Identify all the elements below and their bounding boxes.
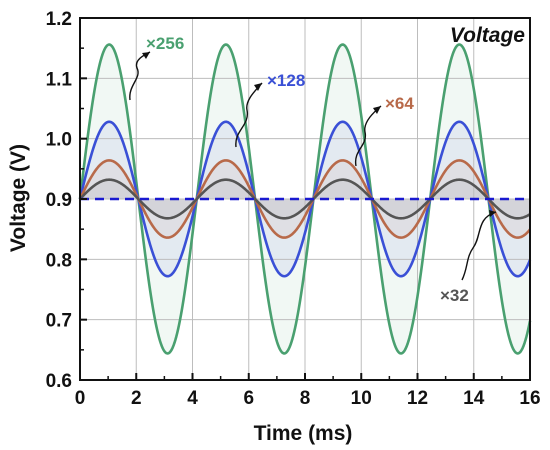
y-tick-label: 0.7 (46, 311, 72, 332)
axis-ticks: 0 2 4 6 8 10 12 14 16 0.6 0.7 0.8 0.9 1.0 1.1 1.2 (46, 9, 541, 409)
y-tick-label: 1.0 (46, 130, 72, 151)
y-axis-title: Voltage (V) (7, 144, 30, 252)
y-tick-label: 0.8 (46, 250, 72, 271)
x-tick-label: 2 (131, 388, 142, 409)
x-tick-label: 10 (351, 388, 372, 409)
series-line (78, 120, 532, 278)
y-tick-label: 0.6 (46, 371, 72, 392)
series-line (78, 43, 532, 355)
y-tick-label: 1.1 (46, 69, 73, 90)
x-tick-label: 0 (75, 388, 86, 409)
arrow-head (142, 52, 150, 59)
series-label-x128: ×128 (267, 71, 305, 90)
annotation-arrow (129, 51, 151, 101)
annotation-arrow (235, 82, 263, 148)
series-lines (78, 43, 532, 355)
series-label-x256: ×256 (146, 34, 184, 53)
annotation-arrow (354, 105, 382, 167)
x-tick-label: 4 (187, 388, 198, 409)
label-arrows (129, 51, 497, 281)
y-tick-label: 1.2 (46, 9, 72, 30)
series-label-x64: ×64 (385, 94, 414, 113)
y-tick-label: 0.9 (46, 190, 72, 211)
x-tick-label: 6 (243, 388, 254, 409)
series-line (79, 178, 531, 220)
arrow-head (373, 106, 381, 114)
panel-label: Voltage (450, 24, 525, 47)
annotation-arrow (461, 211, 497, 281)
series-label-x32: ×32 (440, 286, 469, 305)
x-tick-label: 16 (519, 388, 540, 409)
series-line (78, 159, 532, 239)
x-tick-label: 12 (407, 388, 428, 409)
x-tick-label: 8 (300, 388, 311, 409)
arrow-head (489, 210, 496, 217)
x-axis-title: Time (ms) (254, 422, 353, 445)
arrow-head (254, 83, 262, 91)
x-tick-label: 14 (463, 388, 485, 409)
